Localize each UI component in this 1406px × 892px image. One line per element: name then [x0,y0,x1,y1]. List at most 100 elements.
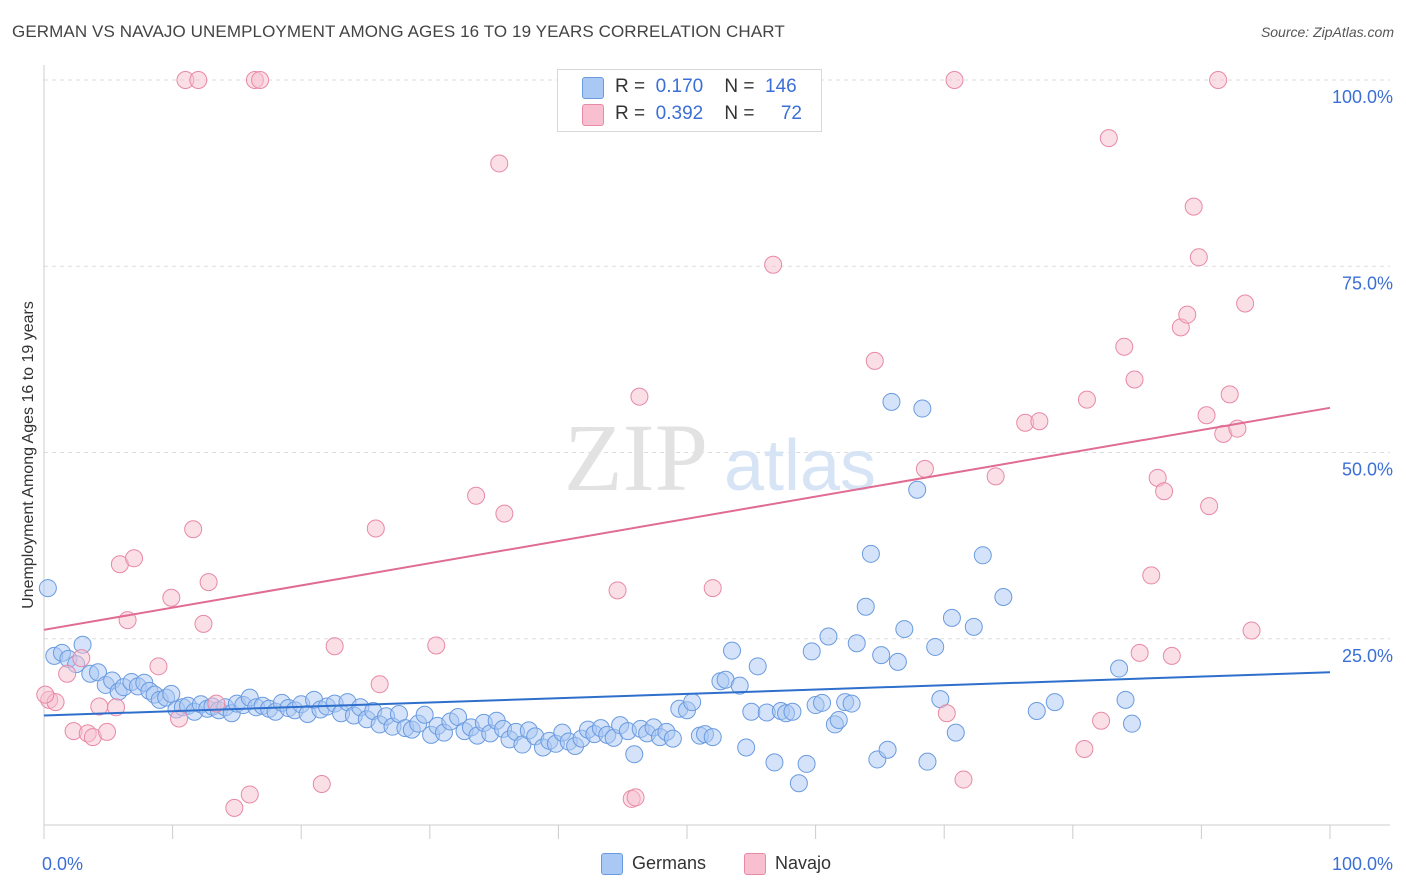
point-navajo [954,770,973,789]
point-germans [861,544,880,563]
stats-legend: R = 0.170 N = 146 R = 0.392 N = 72 [557,69,822,132]
point-germans [797,754,816,773]
point-navajo [98,722,117,741]
point-navajo [189,71,208,89]
point-navajo [495,504,514,523]
point-navajo [1184,197,1203,216]
point-navajo [1075,740,1094,759]
legend-label-germans: Germans [632,853,707,873]
source-label: Source: ZipAtlas.com [1260,24,1394,40]
x-tick-label: 0.0% [42,854,83,874]
point-navajo [1242,621,1261,640]
point-navajo [1125,370,1144,389]
point-germans [730,676,749,695]
point-germans [946,723,965,742]
point-germans [789,774,808,793]
watermark-zip: ZIP [564,404,708,511]
point-germans [1122,714,1141,733]
legend-label-navajo: Navajo [775,853,832,873]
point-navajo [630,387,649,406]
point-germans [829,710,848,729]
point-germans [813,693,832,712]
point-navajo [1030,412,1049,431]
trend-line-germans [43,671,1331,717]
point-germans [842,694,861,713]
point-navajo [1092,711,1111,730]
point-navajo [170,709,189,728]
x-tick-label: 100.0% [1332,854,1393,874]
point-germans [847,634,866,653]
point-navajo [945,71,964,89]
point-navajo [1115,337,1134,356]
point-navajo [1209,71,1228,89]
point-navajo [427,636,446,655]
point-germans [737,738,756,757]
point-germans [802,642,821,661]
point-navajo [703,579,722,598]
point-germans [742,702,761,721]
point-navajo [608,581,627,600]
legend-swatch-navajo [744,853,766,875]
point-germans [723,641,742,660]
point-germans [926,637,945,656]
point-navajo [1077,390,1096,409]
point-navajo [986,467,1005,486]
point-germans [1110,659,1129,678]
point-germans [888,652,907,671]
point-navajo [1142,566,1161,585]
point-germans [38,579,57,598]
n-value: 72 [780,103,802,124]
point-navajo [865,351,884,370]
point-navajo [937,704,956,723]
point-germans [973,546,992,565]
y-tick-label: 50.0% [1342,460,1393,480]
point-navajo [251,71,270,89]
point-germans [872,646,891,665]
n-label: N = [724,103,755,124]
point-navajo [194,614,213,633]
point-navajo [1236,294,1255,313]
point-germans [878,740,897,759]
point-navajo [1189,248,1208,267]
point-navajo [1162,646,1181,665]
point-navajo [1197,406,1216,425]
point-navajo [107,698,126,717]
data-points [36,71,1261,817]
y-tick-label: 75.0% [1342,273,1393,293]
point-germans [703,728,722,747]
point-navajo [199,573,218,592]
point-navajo [1130,643,1149,662]
point-germans [895,620,914,639]
point-germans [1045,693,1064,712]
point-germans [994,588,1013,607]
point-germans [683,693,702,712]
point-navajo [162,588,181,607]
point-navajo [125,549,144,568]
r-label: R = [615,103,646,124]
point-germans [748,657,767,676]
r-label: R = [615,76,646,97]
watermark-atlas: atlas [724,426,876,506]
chart-title: GERMAN VS NAVAJO UNEMPLOYMENT AMONG AGES… [12,22,785,41]
point-germans [882,392,901,411]
trend-line-navajo [43,406,1331,631]
point-navajo [370,675,389,694]
point-germans [918,752,937,771]
point-germans [415,705,434,724]
legend-swatch-germans [582,77,604,99]
point-navajo [36,685,55,704]
point-navajo [58,664,77,683]
point-germans [1027,702,1046,721]
legend-swatch-germans [601,853,623,875]
point-navajo [915,459,934,478]
point-navajo [149,657,168,676]
point-navajo [1155,482,1174,501]
point-navajo [626,788,645,807]
point-germans [663,729,682,748]
point-germans [1116,690,1135,709]
point-germans [765,753,784,772]
point-navajo [312,775,331,794]
point-germans [913,399,932,418]
y-tick-label: 25.0% [1342,646,1393,666]
